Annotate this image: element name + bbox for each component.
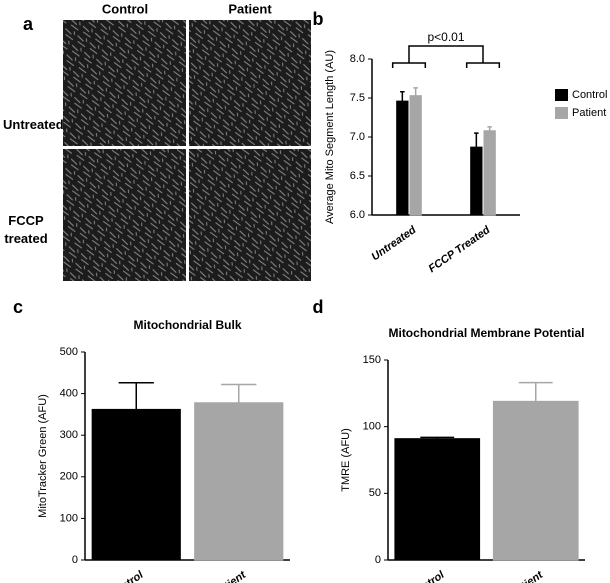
legend-swatch	[555, 89, 568, 101]
annotation: p<0.01	[427, 30, 464, 44]
y-tick-label: 200	[60, 471, 78, 483]
bar	[394, 438, 481, 561]
x-tick-label: FCCP Treated	[426, 224, 492, 275]
row-label: Untreated	[3, 117, 64, 132]
x-tick-label: Patient	[211, 568, 249, 583]
significance-bracket	[465, 62, 501, 68]
bar	[409, 95, 422, 216]
bar	[483, 130, 496, 216]
legend-label: Patient	[572, 107, 606, 119]
column-label: Patient	[228, 1, 272, 16]
chart-title: Mitochondrial Membrane Potential	[388, 326, 584, 340]
micrograph	[189, 20, 311, 146]
x-tick-label: Control	[107, 568, 147, 583]
y-tick-label: 8.0	[350, 53, 365, 65]
legend-label: Control	[572, 89, 607, 101]
y-axis-title: MitoTracker Green (AFU)	[37, 394, 49, 518]
significance-bracket	[408, 45, 484, 63]
bar	[492, 400, 579, 561]
y-tick-label: 6.5	[350, 170, 365, 182]
x-tick-label: Patient	[508, 568, 546, 583]
x-tick-label: Untreated	[369, 224, 418, 263]
y-tick-label: 100	[363, 421, 381, 433]
y-tick-label: 100	[60, 512, 78, 524]
bar	[396, 100, 409, 216]
bar	[470, 146, 483, 216]
panel-label: b	[313, 9, 324, 29]
y-axis-title: Average Mito Segment Length (AU)	[324, 50, 336, 224]
chart-title: Mitochondrial Bulk	[134, 318, 242, 332]
panel-label: d	[313, 297, 324, 317]
y-tick-label: 7.5	[350, 92, 365, 104]
micrograph	[63, 20, 186, 146]
micrograph	[189, 149, 311, 281]
y-tick-label: 6.0	[350, 209, 365, 221]
micrograph	[63, 149, 186, 281]
bar	[91, 408, 181, 561]
y-tick-label: 0	[72, 554, 78, 566]
x-tick-label: Control	[408, 568, 448, 583]
y-tick-label: 300	[60, 429, 78, 441]
y-tick-label: 500	[60, 346, 78, 358]
row-label: FCCP treated	[4, 213, 48, 246]
column-label: Control	[102, 1, 148, 16]
legend-swatch	[555, 107, 568, 119]
y-tick-label: 50	[369, 487, 381, 499]
significance-bracket	[391, 62, 427, 68]
panel-label: c	[13, 297, 23, 317]
y-tick-label: 0	[375, 554, 381, 566]
y-axis-title: TMRE (AFU)	[340, 428, 352, 492]
y-tick-label: 400	[60, 388, 78, 400]
y-tick-label: 7.0	[350, 131, 365, 143]
panel-label: a	[23, 14, 34, 34]
bar	[194, 402, 284, 561]
y-tick-label: 150	[363, 354, 381, 366]
